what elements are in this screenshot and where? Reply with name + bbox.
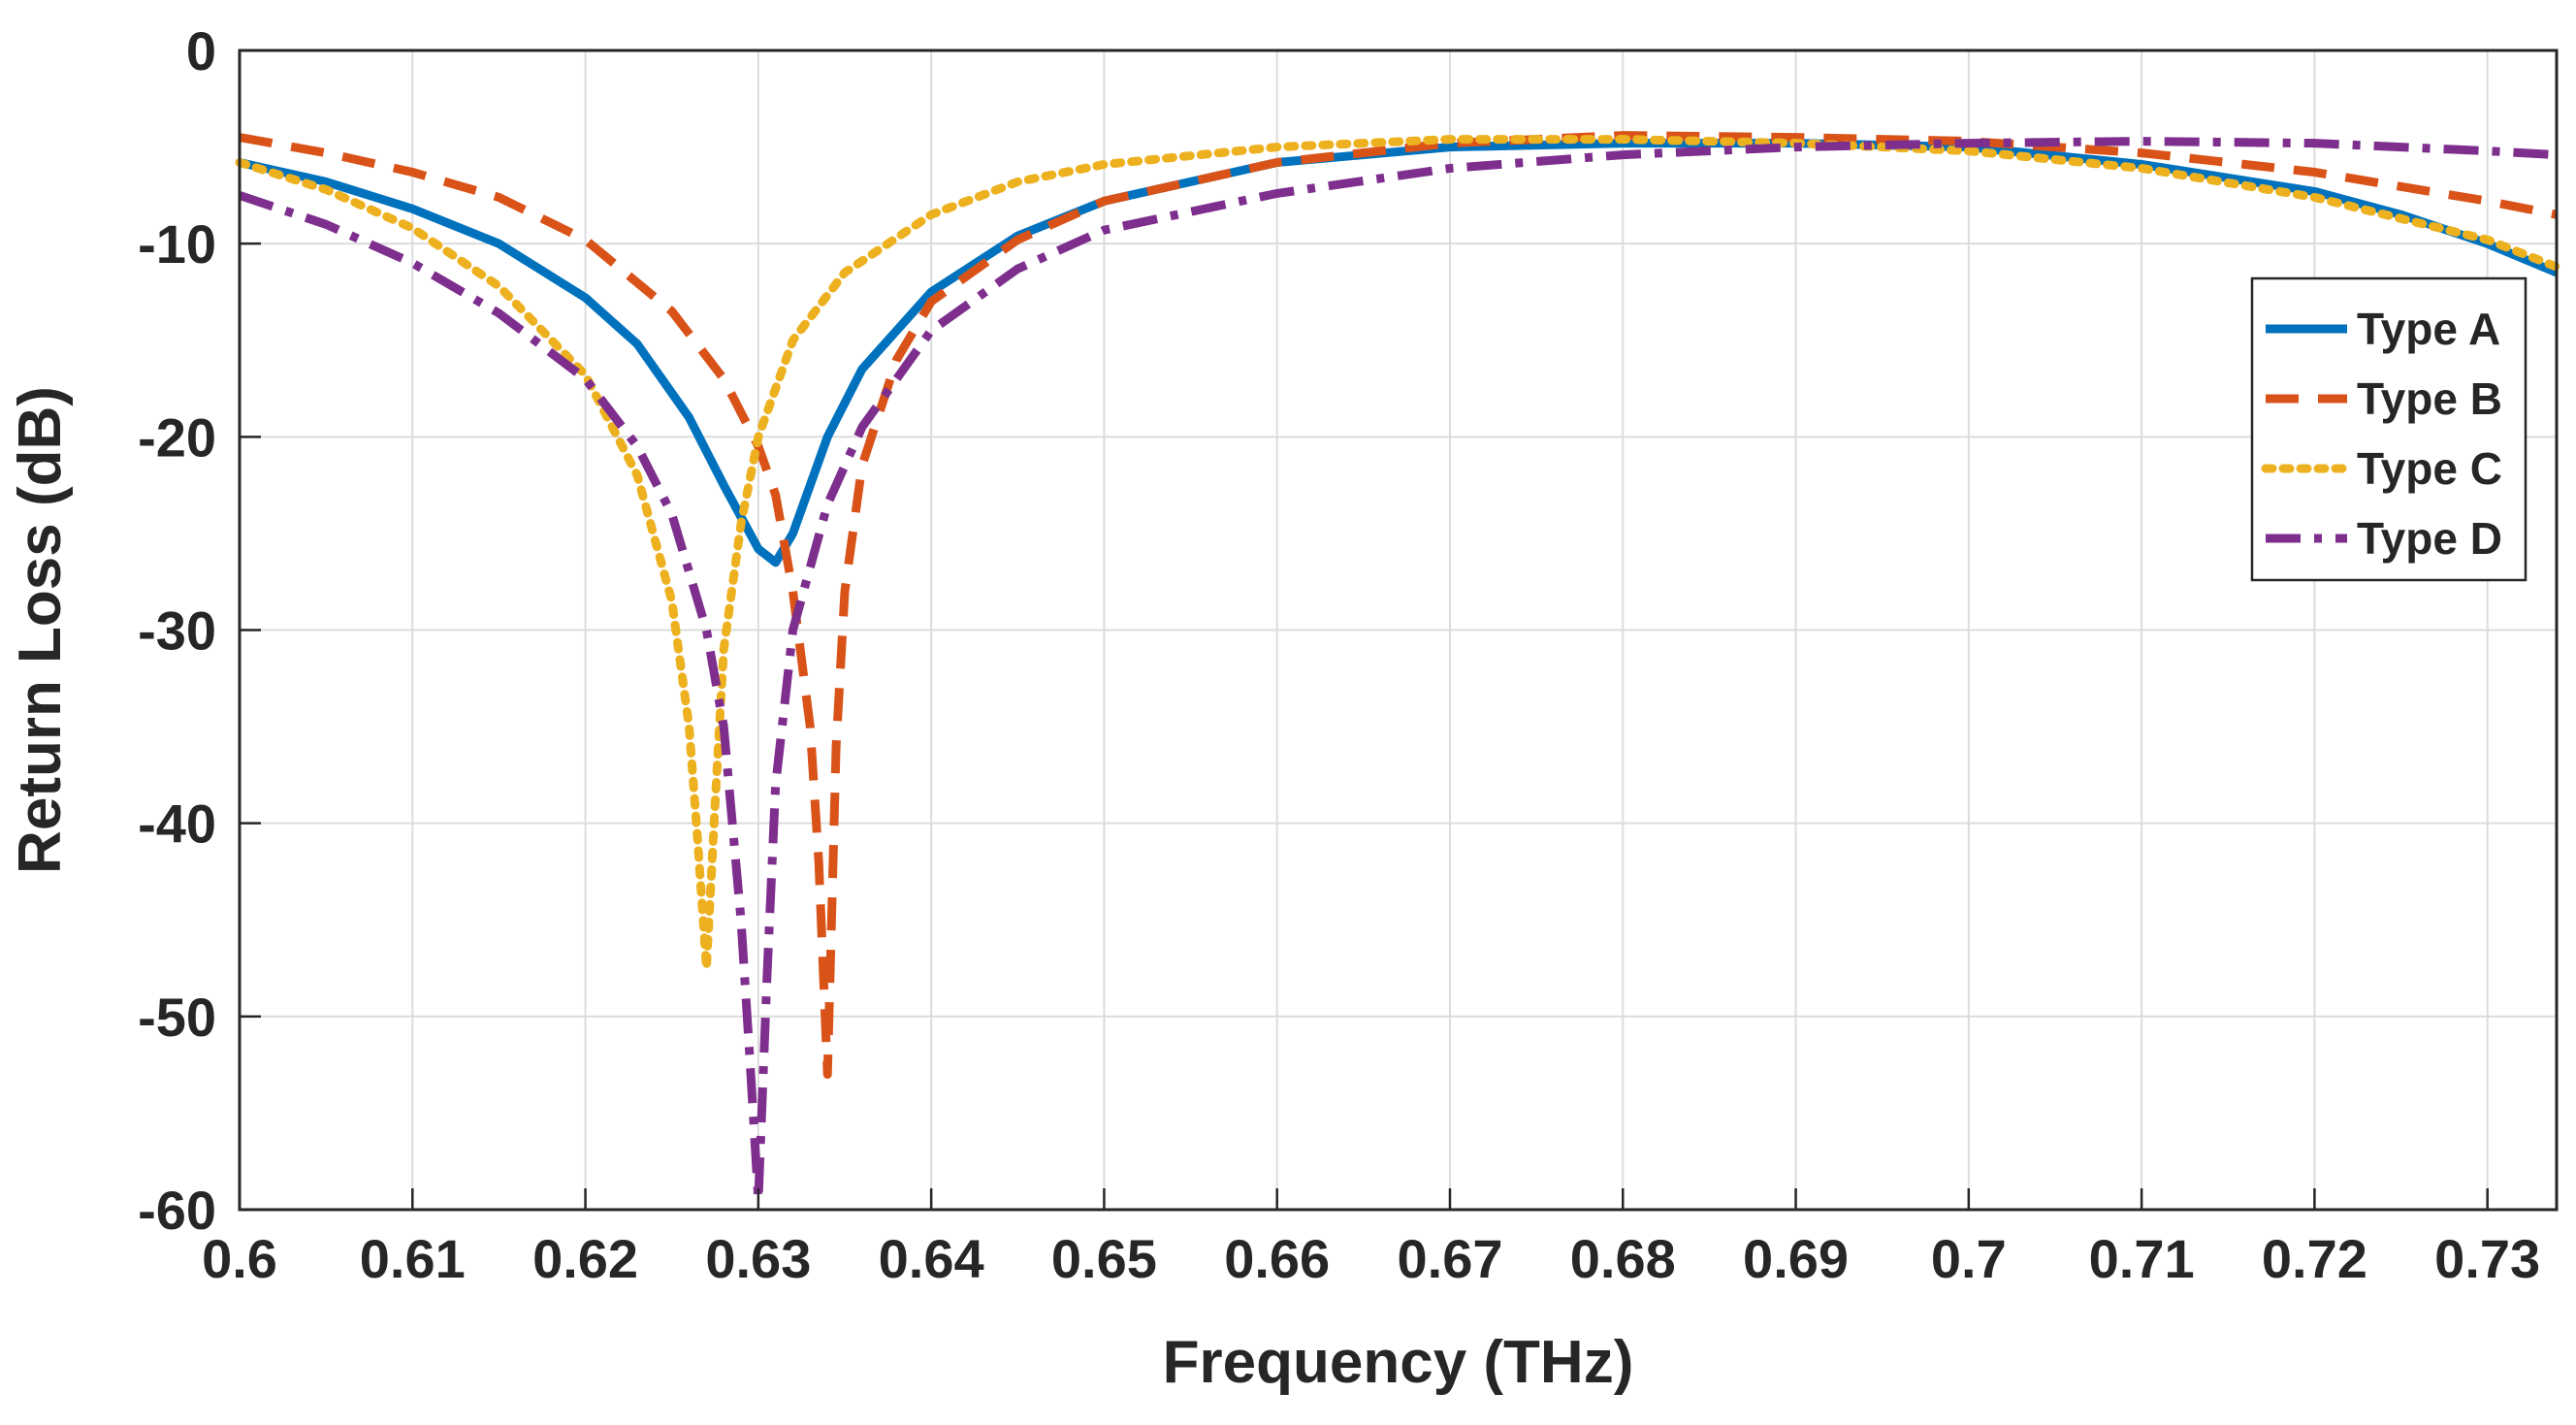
x-tick-label: 0.61	[360, 1228, 466, 1289]
x-tick-label: 0.63	[705, 1228, 811, 1289]
x-tick-label: 0.71	[2089, 1228, 2195, 1289]
x-tick-label: 0.7	[1931, 1228, 2007, 1289]
legend-label-type-d: Type D	[2357, 513, 2502, 564]
y-axis-label: Return Loss (dB)	[7, 386, 74, 874]
x-tick-label: 0.67	[1397, 1228, 1502, 1289]
legend-label-type-c: Type C	[2357, 443, 2502, 494]
series-line-type-d	[238, 137, 2558, 1205]
x-tick-label: 0.73	[2434, 1228, 2540, 1289]
y-tick-label: -60	[138, 1180, 216, 1241]
x-tick-label: 0.72	[2262, 1228, 2367, 1289]
x-tick-label: 0.68	[1570, 1228, 1676, 1289]
y-tick-label: -50	[138, 987, 216, 1048]
series-lines	[235, 131, 2561, 1205]
series-line-type-c	[235, 135, 2561, 973]
x-tick-label: 0.69	[1743, 1228, 1849, 1289]
x-tick-label: 0.64	[879, 1228, 984, 1289]
x-tick-label: 0.66	[1224, 1228, 1330, 1289]
x-tick-label: 0.65	[1051, 1228, 1157, 1289]
y-tick-label: 0	[186, 20, 216, 81]
y-tick-label: -10	[138, 213, 216, 275]
legend-label-type-a: Type A	[2357, 304, 2500, 354]
y-tick-label: -20	[138, 406, 216, 468]
series-line-type-b	[239, 131, 2558, 1080]
x-tick-label: 0.6	[202, 1228, 277, 1289]
x-tick-label: 0.62	[532, 1228, 638, 1289]
y-tick-label: -30	[138, 600, 216, 662]
legend: Type A Type B Type C Type D	[2250, 276, 2528, 582]
y-tick-label: -40	[138, 793, 216, 855]
legend-label-type-b: Type B	[2357, 373, 2502, 424]
axis-ticks: 0.6 0.61 0.62 0.63 0.64 0.65 0.66 0.67 0.68 0.69 0…	[138, 20, 2540, 1289]
x-axis-label: Frequency (THz)	[1163, 1329, 1634, 1396]
